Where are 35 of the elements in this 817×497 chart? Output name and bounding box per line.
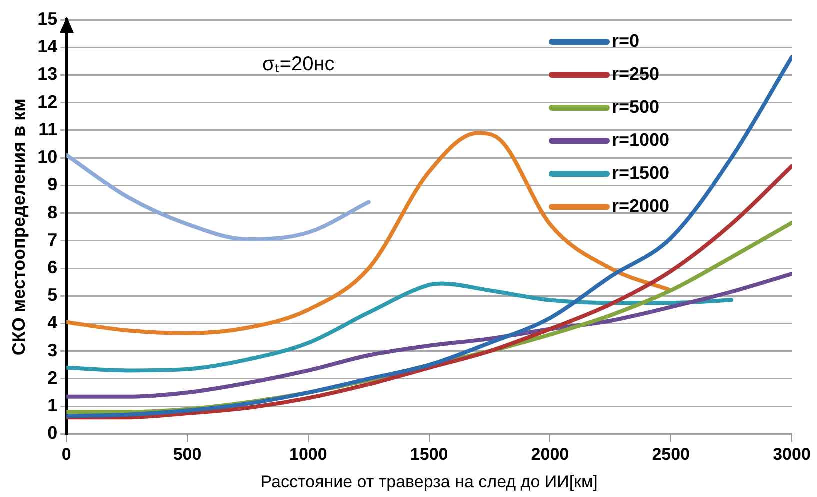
legend-label: r=1000 — [612, 130, 670, 150]
y-tick-label: 13 — [38, 64, 58, 84]
y-tick-label: 7 — [48, 230, 58, 250]
y-tick-label: 3 — [48, 340, 58, 360]
legend-label: r=0 — [612, 30, 640, 51]
x-tick-label: 2000 — [531, 445, 570, 464]
legend-label: r=2000 — [612, 196, 670, 216]
x-tick-label: 2500 — [652, 445, 690, 464]
x-axis-title: Расстояние от траверза на след до ИИ[км] — [260, 472, 598, 492]
line-series — [66, 153, 371, 242]
legend-label: r=500 — [612, 96, 660, 117]
y-tick-label: 8 — [48, 202, 58, 222]
y-tick-label: 15 — [38, 8, 58, 29]
y-tick-label: 9 — [48, 174, 58, 195]
x-tick-label: 500 — [173, 445, 202, 464]
y-axis-title: СКО местоопределения в км — [8, 98, 29, 356]
y-tick-label: 2 — [48, 368, 58, 388]
y-tick-label: 10 — [38, 147, 58, 168]
y-tick-label: 5 — [48, 285, 58, 306]
y-tick-label: 0 — [48, 423, 58, 444]
y-tick-label: 1 — [48, 396, 58, 416]
legend-label: r=1500 — [612, 162, 670, 183]
x-tick-label: 1500 — [410, 445, 448, 464]
y-tick-label: 12 — [38, 92, 58, 112]
x-tick-label: 3000 — [773, 445, 811, 464]
line-series — [66, 282, 734, 373]
y-tick-label: 11 — [38, 119, 58, 140]
legend-label: r=250 — [612, 64, 660, 84]
line-series — [66, 131, 674, 336]
x-tick-label: 0 — [62, 445, 72, 464]
y-tick-label: 4 — [48, 312, 58, 333]
y-tick-label: 14 — [38, 36, 58, 57]
annotation: σₜ=20нс — [262, 54, 335, 76]
x-tick-label: 1000 — [290, 445, 328, 464]
y-tick-label: 6 — [48, 257, 58, 278]
